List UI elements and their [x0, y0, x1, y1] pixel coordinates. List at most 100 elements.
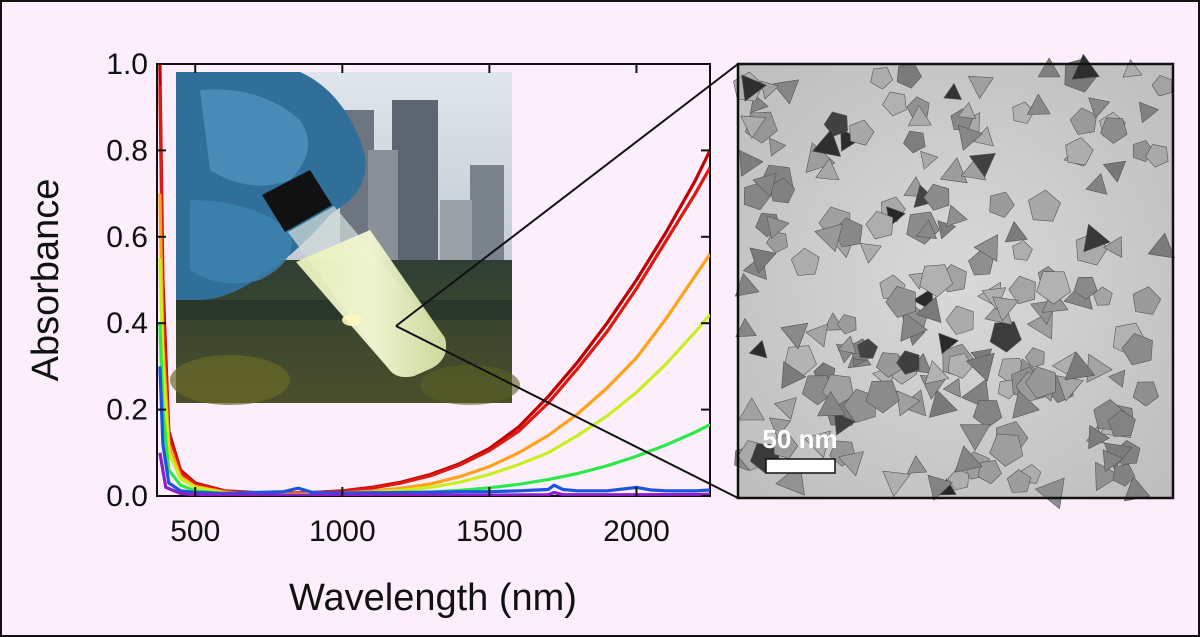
nanoparticle — [748, 339, 768, 359]
y-tick-label: 1.0 — [106, 48, 148, 81]
nanoparticle — [896, 350, 920, 375]
nanoparticle — [924, 360, 950, 385]
nanoparticle — [805, 323, 828, 348]
nanoparticle — [1012, 390, 1040, 419]
nanoparticle — [817, 391, 846, 417]
nanoparticle — [1122, 59, 1143, 78]
nanoparticle — [1028, 189, 1061, 222]
scale-bar — [765, 458, 836, 474]
nanoparticle — [1037, 57, 1061, 78]
nanoparticle — [738, 397, 765, 421]
nanoparticle — [780, 322, 809, 350]
nanoparticle — [1083, 223, 1111, 253]
nanoparticle — [1027, 93, 1051, 115]
x-tick-label: 1000 — [309, 515, 376, 548]
nanoparticle — [1112, 463, 1136, 487]
nanoparticle — [734, 273, 760, 297]
nanoparticle — [1132, 381, 1159, 407]
inset-photo — [170, 72, 520, 405]
nanoparticle — [969, 153, 996, 178]
nanoparticle — [815, 158, 840, 181]
tem-border — [736, 62, 1175, 500]
nanoparticle — [740, 115, 767, 139]
series-line-3 — [158, 258, 710, 496]
nanoparticle — [739, 150, 764, 177]
nanoparticle — [749, 247, 777, 274]
nanoparticle — [992, 296, 1019, 322]
nanoparticle — [870, 67, 894, 90]
nanoparticle — [954, 445, 983, 473]
x-tick-label: 1500 — [456, 515, 523, 548]
nanoparticle — [896, 390, 921, 417]
nanoparticle — [865, 210, 894, 240]
nanoparticle — [903, 130, 926, 154]
series-line-1 — [158, 85, 710, 495]
nanoparticle — [836, 314, 857, 335]
y-axis-title: Absorbance — [25, 179, 67, 382]
y-tick-label: 0.8 — [106, 134, 148, 167]
y-tick-label: 0.2 — [106, 394, 148, 427]
tem-particles — [733, 53, 1175, 510]
zoom-line-top — [395, 63, 739, 327]
nanoparticle — [1085, 173, 1108, 195]
nanoparticle — [1132, 286, 1161, 315]
nanoparticle — [1121, 333, 1153, 366]
nanoparticle — [833, 411, 856, 436]
nanoparticle — [774, 397, 797, 420]
nanoparticle — [919, 264, 954, 298]
nanoparticle — [972, 399, 1003, 428]
nanoparticle — [849, 119, 875, 146]
nanoparticle — [1004, 221, 1028, 243]
nanoparticle — [1151, 75, 1173, 97]
nanoparticle — [773, 433, 799, 459]
x-tick-label: 2000 — [603, 515, 670, 548]
nanoparticle — [837, 335, 857, 355]
nanoparticle — [885, 285, 917, 318]
nanoparticle — [907, 105, 932, 127]
nanoparticle — [900, 312, 928, 342]
nanoparticle — [1073, 276, 1098, 300]
nanoparticle — [741, 74, 767, 102]
nanoparticle — [920, 151, 939, 170]
nanoparticle — [1100, 117, 1128, 144]
nanoparticle — [957, 125, 983, 151]
nanoparticle — [769, 137, 787, 157]
nanoparticle — [790, 247, 820, 276]
nanoparticle — [1088, 97, 1110, 119]
nanoparticle — [968, 75, 994, 99]
nanoparticle — [966, 352, 995, 382]
nanoparticle — [906, 455, 928, 474]
nanoparticle — [957, 102, 977, 119]
y-tick-label: 0.4 — [106, 307, 148, 340]
nanoparticle — [1012, 240, 1033, 261]
nanoparticle — [1064, 351, 1095, 381]
nanoparticle — [938, 332, 959, 355]
nanoparticle — [927, 474, 953, 501]
nanoparticle — [814, 223, 843, 252]
nanoparticle — [896, 62, 922, 89]
nanoparticle — [916, 219, 937, 239]
nanoparticle — [752, 172, 777, 197]
nanoparticle — [1088, 425, 1110, 450]
absorbance-chart: 500 1000 1500 2000 0.0 0.2 0.4 0.6 0.8 1.0 Wavele… — [25, 48, 711, 619]
nanoparticle — [928, 389, 958, 418]
y-tick-label: 0.6 — [106, 221, 148, 254]
nanoparticle — [947, 353, 973, 379]
nanoparticle — [959, 424, 991, 451]
nanoparticle — [1139, 101, 1159, 123]
nanoparticle — [766, 215, 790, 239]
nanoparticle — [1108, 369, 1126, 388]
nanoparticle — [859, 243, 882, 264]
nanoparticle — [735, 318, 757, 338]
nanoparticle — [857, 338, 878, 359]
nanoparticle — [1006, 469, 1032, 493]
nanoparticle — [943, 378, 961, 398]
nanoparticle — [973, 234, 999, 262]
nanoparticle — [769, 417, 792, 439]
nanoparticle — [940, 157, 968, 184]
nanoparticle — [1036, 271, 1071, 305]
nanoparticle — [989, 433, 1024, 467]
nanoparticle — [882, 470, 911, 497]
x-axis-title: Wavelength (nm) — [289, 577, 577, 619]
